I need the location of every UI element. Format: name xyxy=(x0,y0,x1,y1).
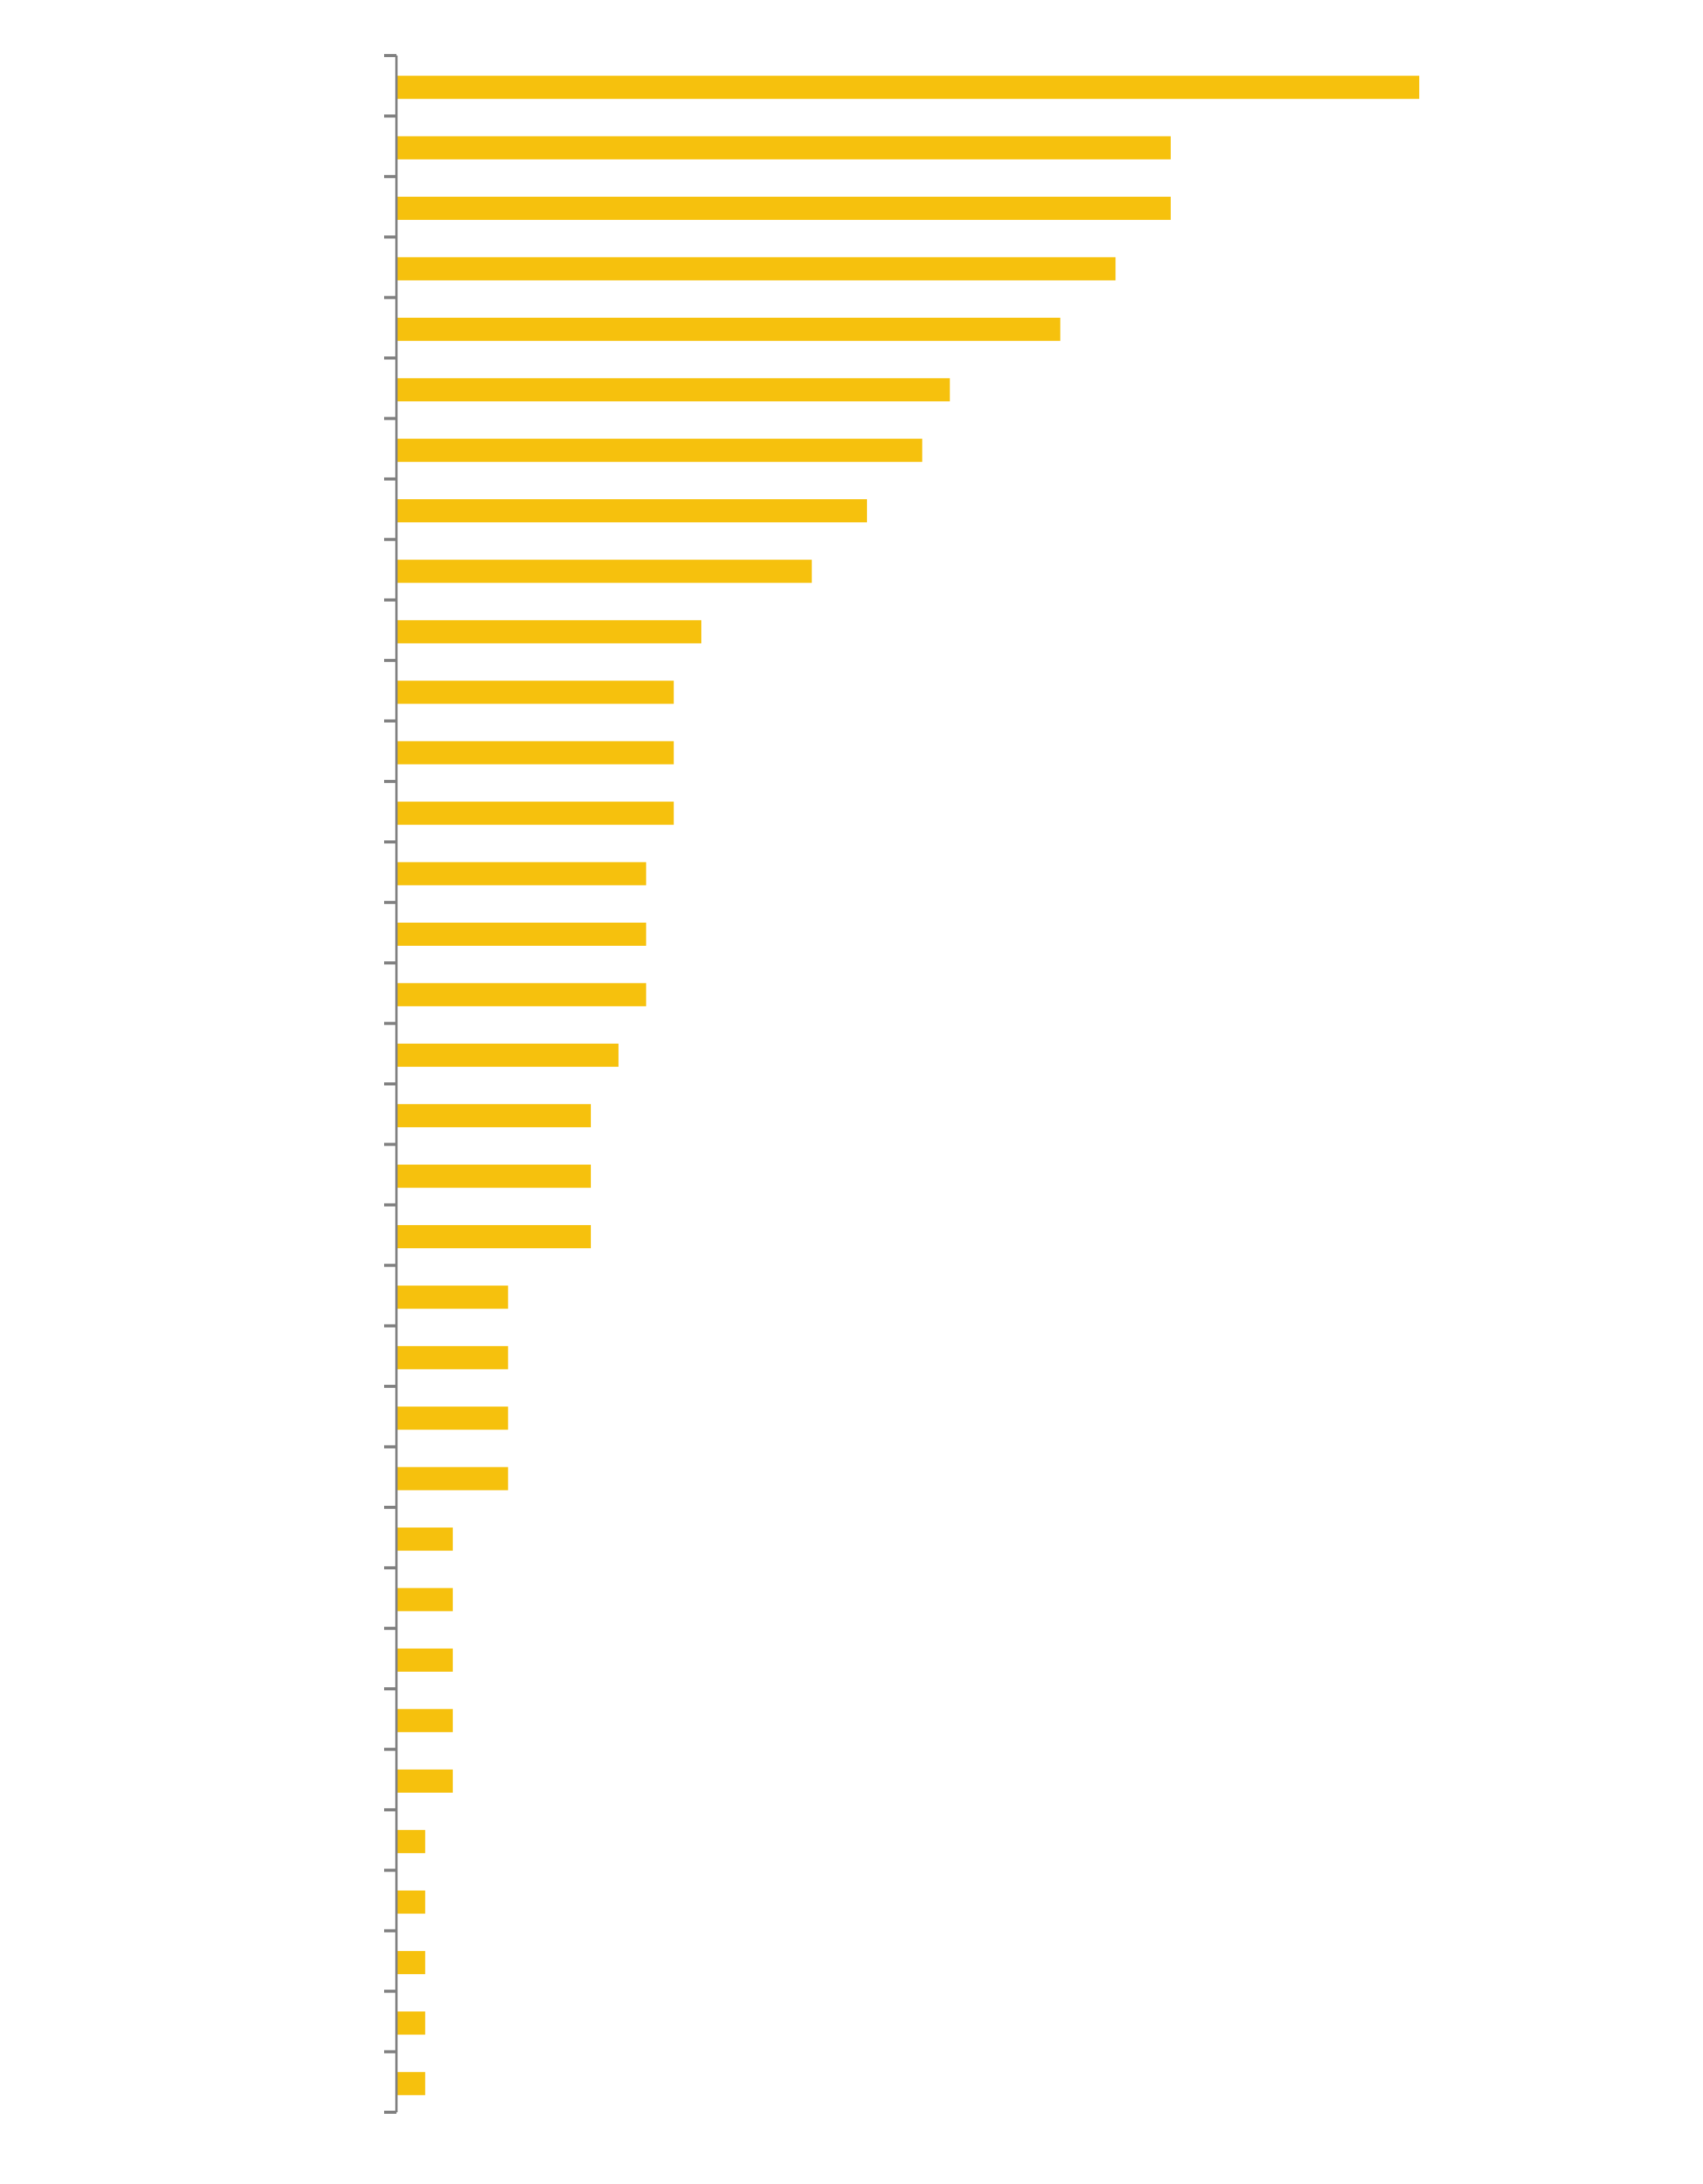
bar xyxy=(397,983,646,1007)
bar xyxy=(397,499,868,523)
bar xyxy=(397,76,1420,100)
bar xyxy=(397,317,1061,341)
bar xyxy=(397,1950,426,1974)
bar xyxy=(397,1890,426,1914)
bar xyxy=(397,378,950,402)
bar xyxy=(397,680,674,704)
bar xyxy=(397,1043,619,1067)
bar xyxy=(397,2011,426,2035)
bar xyxy=(397,1225,592,1249)
bar xyxy=(397,136,1171,160)
bar xyxy=(397,559,812,583)
bar xyxy=(397,922,646,946)
bar xyxy=(397,619,702,643)
bar xyxy=(397,1285,508,1309)
bar xyxy=(397,1406,508,1430)
bar xyxy=(397,1648,454,1672)
bar xyxy=(397,1709,454,1733)
bar xyxy=(397,1164,592,1188)
bar xyxy=(397,1769,454,1793)
bar xyxy=(397,1588,454,1612)
bar xyxy=(397,802,674,825)
bars xyxy=(397,76,1420,2095)
bar xyxy=(397,257,1116,281)
bar xyxy=(397,197,1171,221)
y-axis-ticks xyxy=(384,54,396,2114)
bar xyxy=(397,438,922,462)
bar xyxy=(397,1104,592,1128)
bar xyxy=(397,741,674,765)
bar xyxy=(397,1467,508,1490)
bar xyxy=(397,1830,426,1854)
bar xyxy=(397,2071,426,2095)
bar xyxy=(397,1345,508,1369)
bar xyxy=(397,1527,454,1551)
bar xyxy=(397,862,646,886)
